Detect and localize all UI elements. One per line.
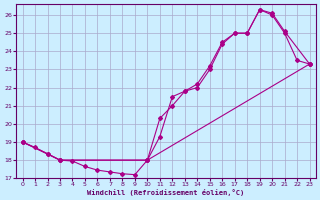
X-axis label: Windchill (Refroidissement éolien,°C): Windchill (Refroidissement éolien,°C) <box>87 189 245 196</box>
